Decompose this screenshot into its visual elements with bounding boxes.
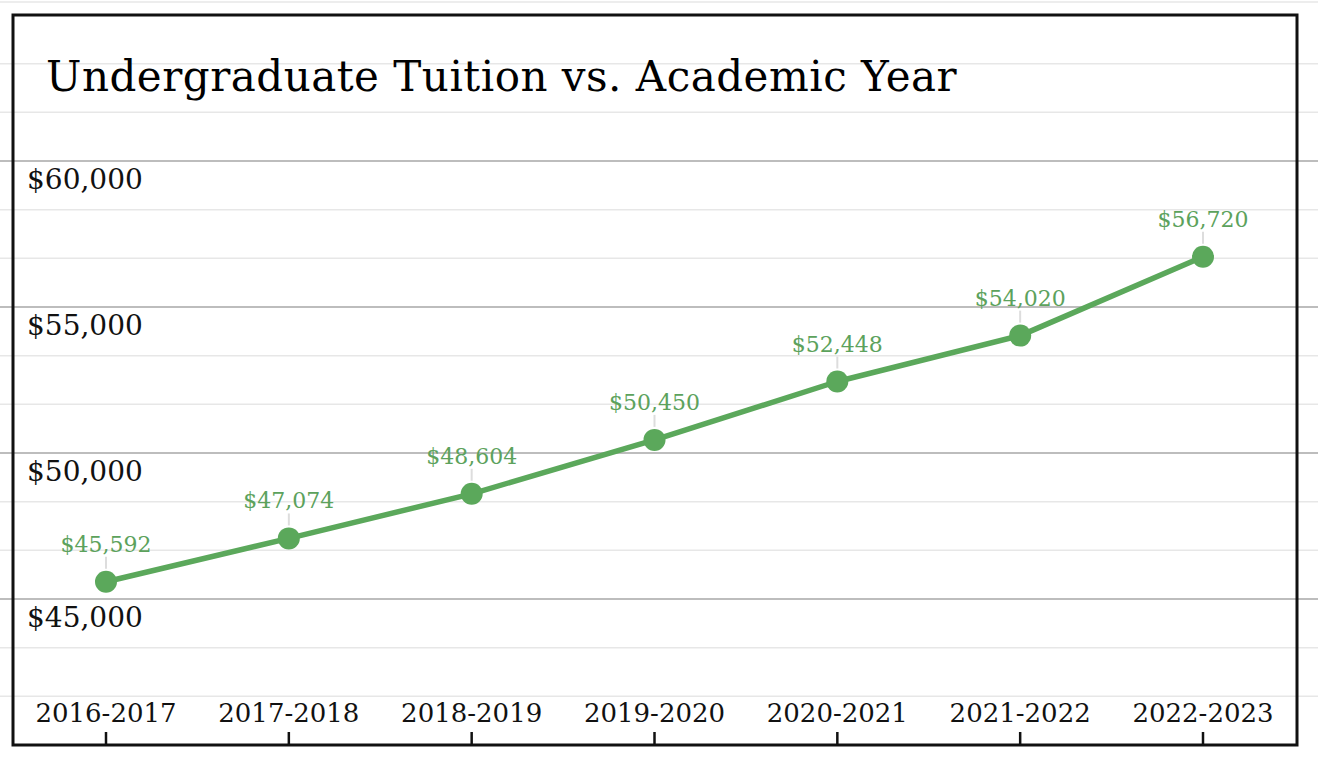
y-axis-tick-label: $55,000 (27, 309, 143, 342)
data-point (1192, 246, 1214, 268)
data-point-label: $56,720 (1158, 207, 1249, 232)
chart-frame (13, 15, 1297, 745)
x-axis-label: 2021-2022 (950, 698, 1091, 728)
x-axis-label: 2018-2019 (401, 698, 542, 728)
x-axis-label: 2020-2021 (767, 698, 908, 728)
x-axis-label: 2016-2017 (35, 698, 176, 728)
data-point-label: $50,450 (609, 390, 700, 415)
data-point (278, 527, 300, 549)
chart-canvas: $60,000 $55,000 $50,000 $45,000 2016-2017 201… (0, 0, 1318, 758)
data-point (644, 429, 666, 451)
x-axis-label: 2019-2020 (584, 698, 725, 728)
data-point (1009, 325, 1031, 347)
y-axis-tick-label: $45,000 (27, 601, 143, 634)
x-axis-label: 2017-2018 (218, 698, 359, 728)
data-point-label: $45,592 (61, 532, 152, 557)
tuition-line-chart: $60,000 $55,000 $50,000 $45,000 2016-2017 201… (0, 0, 1318, 758)
y-axis-tick-label: $60,000 (27, 163, 143, 196)
y-axis-tick-label: $50,000 (27, 455, 143, 488)
chart-title: Undergraduate Tuition vs. Academic Year (46, 52, 957, 101)
data-point-label: $48,604 (426, 444, 517, 469)
data-point (461, 483, 483, 505)
data-point (826, 371, 848, 393)
data-point-label: $52,448 (792, 332, 883, 357)
data-point-label: $54,020 (975, 286, 1066, 311)
data-point-label: $47,074 (243, 488, 334, 513)
data-point (95, 571, 117, 593)
x-axis-label: 2022-2023 (1132, 698, 1273, 728)
